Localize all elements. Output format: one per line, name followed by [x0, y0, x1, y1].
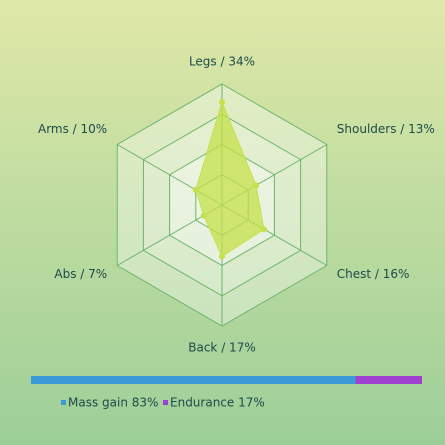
category-label: Shoulders / 13%: [337, 122, 435, 136]
radar-point: [260, 226, 267, 233]
legend-label: Endurance 17%: [170, 396, 265, 410]
category-label: Arms / 10%: [38, 122, 107, 136]
radar-point: [192, 186, 199, 193]
legend-swatch: [163, 400, 168, 405]
radar-point: [219, 253, 225, 260]
category-label: Abs / 7%: [54, 267, 107, 281]
legend-label: Mass gain 83%: [68, 396, 158, 410]
category-label: Back / 17%: [188, 341, 255, 355]
bar-segment: [355, 376, 422, 384]
radar-point: [219, 99, 225, 106]
category-label: Legs / 34%: [189, 55, 255, 69]
radar-point: [253, 182, 260, 189]
bar-segment: [31, 376, 356, 384]
radar-point: [200, 212, 207, 219]
legend-swatch: [61, 400, 66, 405]
category-label: Chest / 16%: [337, 267, 410, 281]
